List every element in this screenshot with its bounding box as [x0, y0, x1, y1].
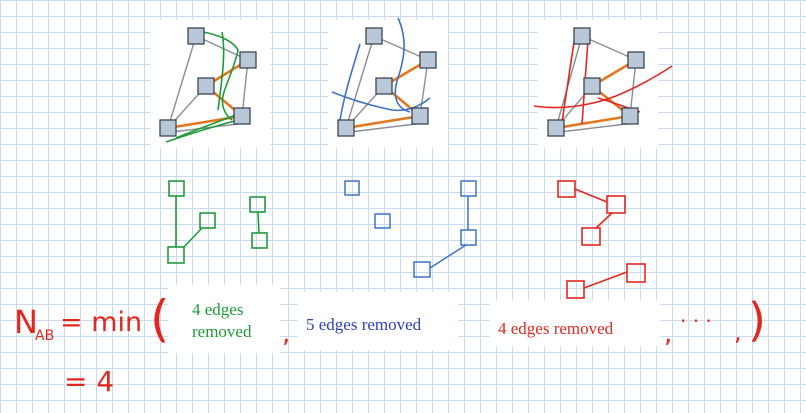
graph-panel-2	[328, 17, 448, 148]
graph-node	[419, 51, 437, 69]
graph-node	[239, 51, 257, 69]
comma-4: ,	[734, 318, 742, 346]
equation-subscript: AB	[35, 328, 54, 344]
graph-node	[197, 77, 215, 95]
equation: N AB = min ( , , , · · · , ) = 4	[14, 290, 766, 398]
graph-node	[583, 77, 601, 95]
graph-node	[159, 119, 177, 137]
equation-min: = min	[60, 307, 142, 338]
comma-1: ,	[282, 319, 290, 349]
comma-3: ,	[664, 319, 672, 349]
close-paren: )	[748, 293, 766, 347]
components-red	[557, 180, 646, 299]
label-green-line1: 4 edges	[192, 300, 244, 319]
components-blue	[344, 180, 477, 278]
graph-panel-3	[533, 20, 673, 148]
equation-lhs: N	[14, 303, 38, 341]
open-paren: (	[150, 290, 170, 348]
label-green-cut: 4 edges removed	[168, 285, 280, 353]
equation-result: = 4	[64, 365, 114, 398]
graph-node	[621, 107, 639, 125]
components-green	[167, 180, 268, 264]
graph-node	[547, 119, 565, 137]
graph-node	[337, 119, 355, 137]
graph-node	[187, 27, 205, 45]
ellipsis: · · ·	[680, 309, 712, 333]
graph-node	[365, 27, 383, 45]
label-blue-cut: 5 edges removed	[298, 292, 458, 350]
label-green-line2: removed	[192, 322, 252, 341]
graph-node	[627, 51, 645, 69]
label-red-cut: 4 edges removed	[490, 300, 660, 346]
graph-node	[411, 107, 429, 125]
graph-node	[573, 27, 591, 45]
graph-node	[375, 77, 393, 95]
graph-node	[233, 107, 251, 125]
graph-panel-1	[150, 20, 270, 148]
